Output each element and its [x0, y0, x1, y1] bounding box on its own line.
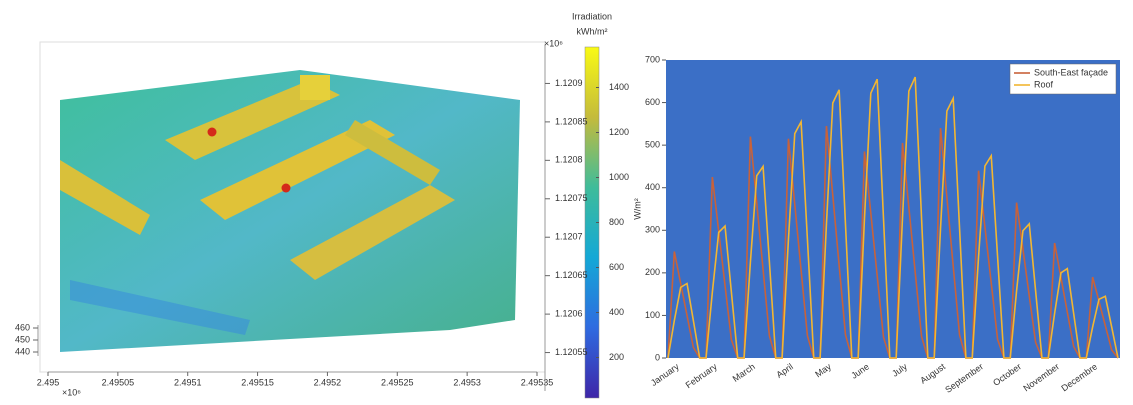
x-tick-label: February [684, 361, 720, 390]
x-tick-label: November [1021, 361, 1061, 393]
y-tick-label: 1.12065 [555, 270, 588, 280]
y-tick-label: 1.1207 [555, 232, 583, 242]
x-tick-label: 2.49505 [102, 377, 135, 387]
x-tick-label: 2.49535 [521, 377, 554, 387]
y-tick-label: 700 [645, 54, 660, 64]
y-tick-label: 500 [645, 140, 660, 150]
y-tick-label: 1.1206 [555, 308, 583, 318]
colorbar-tick-label: 1000 [609, 172, 629, 182]
y-tick-label: 100 [645, 310, 660, 320]
x-tick-label: 2.4953 [453, 377, 481, 387]
y-axis-label: W/m² [632, 198, 642, 220]
y-tick-label: 300 [645, 225, 660, 235]
x-exponent: ×10⁶ [62, 387, 81, 397]
x-tick-label: 2.4951 [174, 377, 202, 387]
x-tick-label: July [890, 361, 909, 379]
y-exponent: ×10⁶ [544, 38, 563, 48]
x-tick-label: September [943, 361, 985, 394]
x-tick-label: April [774, 361, 794, 380]
x-tick-label: Decembre [1059, 361, 1099, 393]
y-tick-label: 1.12075 [555, 193, 588, 203]
colorbar-tick-label: 600 [609, 262, 624, 272]
y-tick-label: 0 [655, 352, 660, 362]
colorbar-tick-label: 1200 [609, 127, 629, 137]
x-tick-label: August [918, 361, 947, 386]
y-tick-label: 1.12085 [555, 116, 588, 126]
y-tick-label: 1.12055 [555, 347, 588, 357]
y-tick-label: 200 [645, 267, 660, 277]
colorbar-tick-label: 200 [609, 352, 624, 362]
x-tick-label: 2.49525 [381, 377, 414, 387]
x-tick-label: October [991, 361, 1023, 388]
x-tick-label: May [813, 361, 833, 379]
y-tick-label: 600 [645, 97, 660, 107]
y-tick-label: 400 [645, 182, 660, 192]
figure: 2.495 2.49505 2.4951 2.49515 2.4952 2.49525 2.… [0, 0, 1133, 400]
page: {"chart_data": [ {"type": "point-cloud-3… [0, 0, 1133, 405]
point-cloud [60, 70, 520, 352]
x-tick-label: March [731, 361, 757, 384]
x-tick-label: June [849, 361, 871, 380]
legend-label: South-East façade [1034, 67, 1108, 77]
z-tick-label: 450 [15, 334, 30, 344]
colorbar-title: kWh/m² [577, 26, 608, 36]
y-tick-label: 1.1208 [555, 155, 583, 165]
x-tick-label: 2.49515 [241, 377, 274, 387]
z-tick-label: 440 [15, 346, 30, 356]
y-tick-label: 1.1209 [555, 78, 583, 88]
colorbar-tick-label: 1400 [609, 82, 629, 92]
legend-label: Roof [1034, 79, 1054, 89]
x-tick-label: January [649, 361, 681, 388]
colorbar-tick-label: 400 [609, 307, 624, 317]
colorbar-tick-label: 800 [609, 217, 624, 227]
x-tick-label: 2.495 [37, 377, 60, 387]
colorbar-title: Irradiation [572, 11, 612, 21]
z-tick-label: 460 [15, 322, 30, 332]
x-tick-label: 2.4952 [314, 377, 342, 387]
